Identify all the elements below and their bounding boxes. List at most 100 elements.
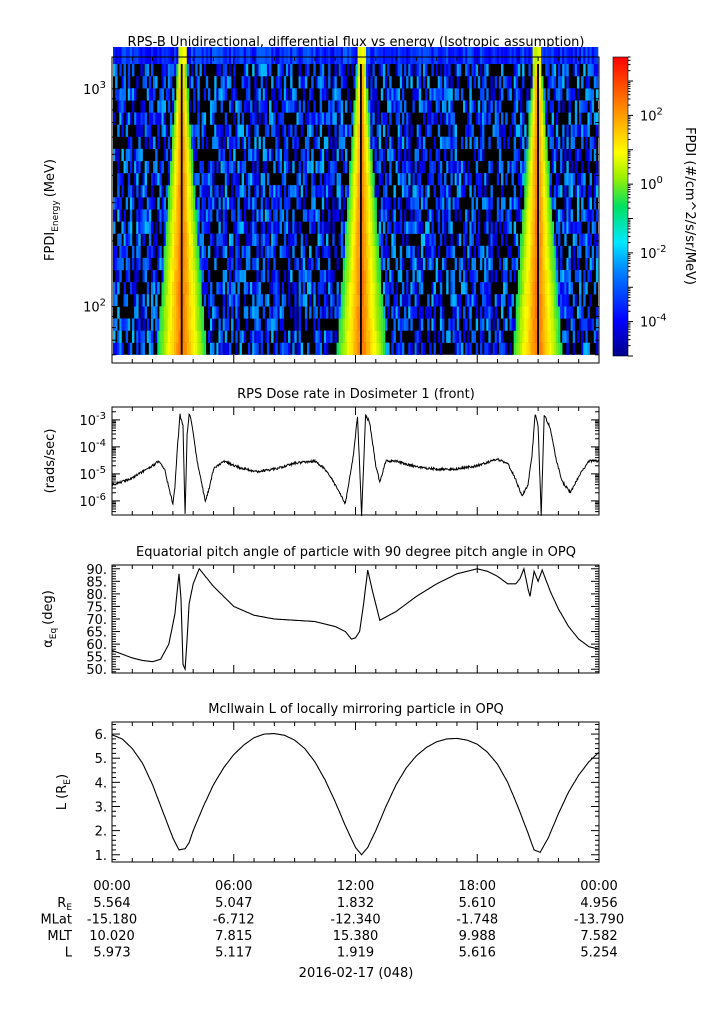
spectrogram-cell: [258, 318, 261, 331]
spectrogram-cell: [292, 221, 295, 234]
spectrogram-cell: [176, 112, 179, 125]
spectrogram-cell: [501, 160, 504, 174]
spectrogram-cell: [456, 342, 460, 355]
spectrogram-cell: [317, 185, 320, 198]
spectrogram-cell: [228, 197, 232, 210]
spectrogram-cell: [117, 342, 120, 355]
spectrogram-cell: [361, 124, 365, 137]
spectrogram-cell: [433, 342, 436, 355]
spectrogram-cell: [136, 148, 139, 162]
spectrogram-cell: [579, 306, 582, 319]
panel3-ylabel-sub: Eq: [49, 628, 59, 639]
spectrogram-cell: [519, 282, 523, 295]
spectrogram-cell: [382, 197, 386, 210]
spectrogram-cell: [220, 148, 223, 162]
spectrogram-cell: [231, 136, 234, 150]
spectrogram-cell: [372, 294, 375, 307]
spectrogram-cell: [247, 197, 251, 210]
spectrogram-cell: [357, 306, 361, 319]
spectrogram-cell: [530, 209, 533, 222]
spectrogram-cell: [576, 197, 580, 210]
spectrogram-cell: [532, 148, 536, 162]
spectrogram-cell: [549, 245, 552, 259]
spectrogram-cell: [526, 100, 529, 113]
spectrogram-cell: [127, 257, 131, 271]
spectrogram-cell: [416, 76, 420, 89]
spectrogram-cell: [252, 306, 255, 319]
spectrogram-cell: [583, 282, 586, 295]
spectrogram-cell: [431, 318, 434, 331]
spectrogram-cell: [210, 233, 213, 246]
spectrogram-cell: [203, 88, 207, 101]
spectrogram-cell: [475, 342, 479, 355]
spectrogram-cell: [387, 221, 390, 234]
spectrogram-cell: [186, 136, 190, 150]
spectrogram-cell: [271, 282, 274, 295]
spectrogram-cell: [418, 282, 422, 295]
spectrogram-cell: [347, 318, 350, 331]
spectrogram-cell: [210, 282, 213, 295]
spectrogram-cell: [412, 185, 415, 198]
spectrogram-cell: [579, 173, 582, 186]
spectrogram-cell: [524, 245, 527, 259]
spectrogram-cell: [519, 294, 523, 307]
spectrogram-cell: [393, 294, 396, 307]
spectrogram-cell: [254, 136, 257, 150]
spectrogram-cell: [302, 294, 306, 307]
spectrogram-cell: [406, 197, 409, 210]
spectrogram-cell: [370, 76, 373, 89]
spectrogram-cell: [323, 306, 327, 319]
spectrogram-cell: [142, 233, 145, 246]
spectrogram-cell: [239, 221, 242, 234]
spectrogram-cell: [178, 76, 181, 89]
spectrogram-cell: [252, 209, 255, 222]
spectrogram-cell: [188, 209, 192, 222]
spectrogram-cell: [444, 76, 447, 89]
spectrogram-cell: [465, 136, 468, 150]
spectrogram-cell: [134, 47, 137, 65]
spectrogram-cell: [591, 136, 595, 150]
spectrogram-cell: [134, 173, 137, 186]
spectrogram-cell: [557, 100, 561, 113]
spectrogram-cell: [553, 294, 557, 307]
spectrogram-cell: [399, 173, 403, 186]
spectrogram-cell: [266, 330, 270, 343]
spectrogram-cell: [591, 64, 595, 77]
spectrogram-cell: [254, 233, 257, 246]
spectrogram-cell: [522, 245, 525, 259]
spectrogram-cell: [452, 306, 455, 319]
spectrogram-cell: [547, 318, 550, 331]
spectrogram-cell: [378, 221, 382, 234]
spectrogram-cell: [161, 209, 164, 222]
spectrogram-cell: [448, 112, 451, 125]
spectrogram-cell: [467, 306, 470, 319]
spectrogram-cell: [222, 47, 226, 65]
spectrogram-cell: [557, 47, 561, 65]
spectrogram-cell: [471, 257, 474, 271]
spectrogram-cell: [408, 306, 411, 319]
spectrogram-cell: [562, 160, 565, 174]
spectrogram-cell: [176, 257, 179, 271]
spectrogram-cell: [427, 185, 430, 198]
spectrogram-cell: [361, 148, 365, 162]
spectrogram-cell: [401, 136, 405, 150]
spectrogram-cell: [505, 76, 508, 89]
spectrogram-cell: [538, 269, 542, 283]
spectrogram-cell: [595, 124, 599, 137]
spectrogram-cell: [228, 76, 232, 89]
spectrogram-cell: [150, 318, 154, 331]
spectrogram-cell: [368, 197, 371, 210]
spectrogram-cell: [186, 47, 190, 65]
spectrogram-cell: [212, 100, 215, 113]
spectrogram-cell: [579, 47, 582, 65]
spectrogram-cell: [334, 64, 337, 77]
spectrogram-cell: [150, 294, 154, 307]
spectrogram-cell: [387, 209, 390, 222]
spectrogram-cell: [547, 342, 550, 355]
spectrogram-cell: [399, 245, 403, 259]
spectrogram-cell: [288, 330, 291, 343]
spectrogram-cell: [357, 209, 361, 222]
spectrogram-cell: [193, 257, 196, 271]
spectrogram-cell: [321, 233, 325, 246]
